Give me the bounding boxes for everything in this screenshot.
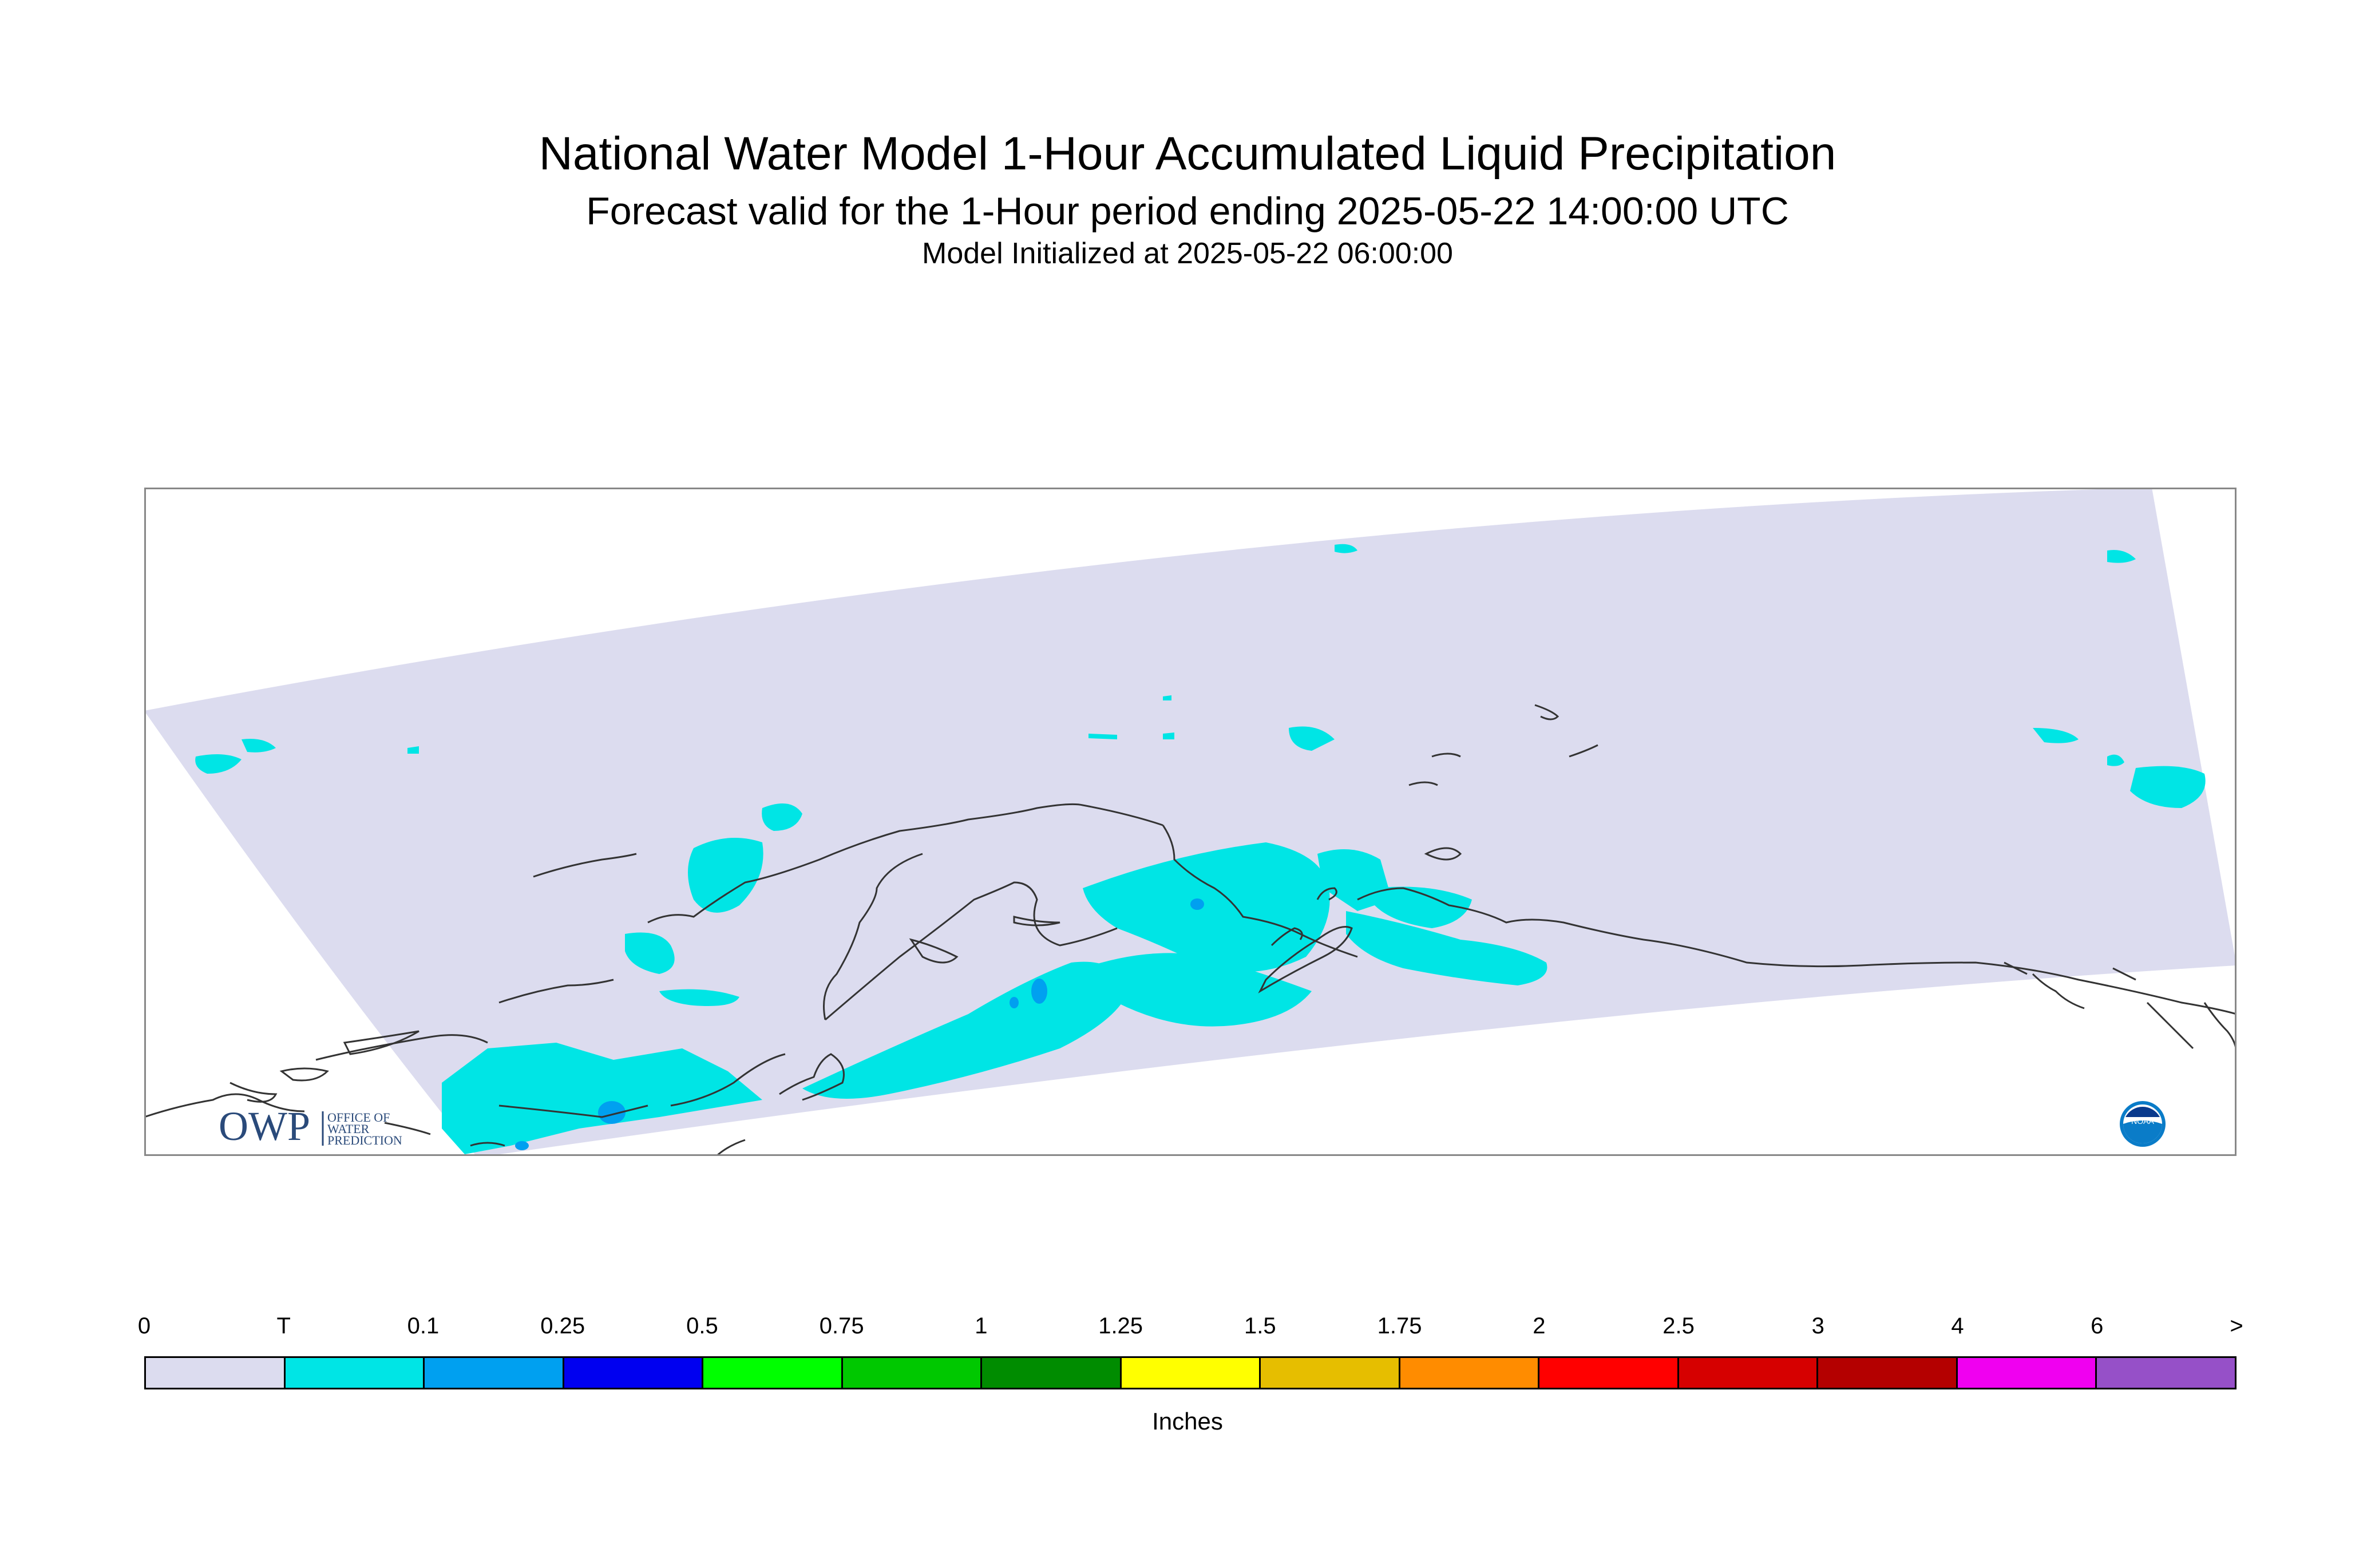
colorbar-label: 4 [1951, 1313, 1964, 1339]
colorbar-units: Inches [1152, 1408, 1223, 1435]
map-subtitle: Forecast valid for the 1-Hour period end… [586, 189, 1789, 233]
colorbar-label: 0.25 [540, 1313, 585, 1339]
colorbar-label: > [2230, 1313, 2243, 1339]
map-frame [144, 488, 2237, 1156]
colorbar-swatch [2097, 1358, 2235, 1388]
colorbar-swatch [1957, 1358, 2097, 1388]
svg-text:OWP: OWP [219, 1103, 310, 1149]
colorbar-swatch [1679, 1358, 1819, 1388]
colorbar-label: 0.75 [819, 1313, 864, 1339]
colorbar-label: 6 [2091, 1313, 2104, 1339]
colorbar-label: 2.5 [1662, 1313, 1695, 1339]
colorbar-swatch [1261, 1358, 1400, 1388]
colorbar-label: 0.5 [686, 1313, 718, 1339]
light-precip-cells [515, 898, 1204, 1150]
colorbar-swatch [1539, 1358, 1679, 1388]
colorbar-swatch [285, 1358, 425, 1388]
colorbar-labels: 0 T 0.1 0.25 0.5 0.75 1 1.25 1.5 1.75 2 2.5 3 4 6 > [0, 1313, 2375, 1348]
owp-logo: OWP OFFICE OF WATER PREDICTION [219, 1103, 402, 1149]
colorbar-swatch [425, 1358, 564, 1388]
svg-text:NOAA: NOAA [2131, 1116, 2154, 1126]
map-title: National Water Model 1-Hour Accumulated … [539, 128, 1836, 180]
colorbar-label: 1 [975, 1313, 988, 1339]
precipitation-map: OWP OFFICE OF WATER PREDICTION NOAA [144, 488, 2237, 1156]
trace-precip-areas [195, 544, 2206, 1154]
colorbar-label: 3 [1811, 1313, 1824, 1339]
svg-text:OFFICE OF: OFFICE OF [327, 1110, 390, 1124]
colorbar-label: T [276, 1313, 291, 1339]
colorbar-label: 1.25 [1098, 1313, 1143, 1339]
svg-text:WATER: WATER [327, 1122, 370, 1136]
colorbar-swatch [146, 1358, 286, 1388]
colorbar-label: 0 [137, 1313, 151, 1339]
svg-text:PREDICTION: PREDICTION [327, 1133, 402, 1147]
colorbar-swatch [1121, 1358, 1261, 1388]
noaa-logo: NOAA [2120, 1101, 2166, 1147]
colorbar-label: 0.1 [407, 1313, 440, 1339]
colorbar-swatch [564, 1358, 704, 1388]
model-domain [144, 488, 2237, 1156]
colorbar-label: 1.75 [1377, 1313, 1422, 1339]
colorbar-swatch [982, 1358, 1122, 1388]
colorbar-label: 2 [1533, 1313, 1546, 1339]
colorbar-swatch [703, 1358, 843, 1388]
colorbar-label: 1.5 [1244, 1313, 1276, 1339]
colorbar-swatch [842, 1358, 983, 1388]
model-init-line: Model Initialized at 2025-05-22 06:00:00 [922, 237, 1453, 270]
colorbar-swatch [1400, 1358, 1540, 1388]
colorbar-swatch [1818, 1358, 1958, 1388]
coastlines [144, 704, 2237, 1156]
colorbar [144, 1356, 2237, 1389]
